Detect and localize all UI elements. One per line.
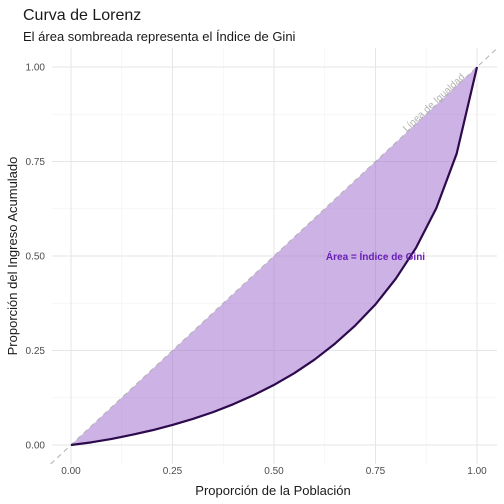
y-tick-label: 0.25 — [26, 346, 46, 357]
x-tick-label: 0.25 — [163, 466, 183, 477]
chart-title: Curva de Lorenz — [23, 7, 141, 24]
x-tick-label: 1.00 — [467, 466, 487, 477]
y-tick-label: 1.00 — [26, 63, 46, 74]
chart-subtitle: El área sombreada representa el Índice d… — [23, 29, 296, 44]
x-tick-label: 0.00 — [61, 466, 81, 477]
axis-ticks: 0.00 0.25 0.50 0.75 1.00 0.00 0.25 0.50 0.75 1.00 — [26, 63, 488, 478]
gini-annotation: Área = Índice de Gini — [326, 250, 425, 263]
x-tick-label: 0.75 — [366, 466, 386, 477]
x-axis-title: Proporción de la Población — [195, 483, 350, 498]
y-tick-label: 0.00 — [26, 441, 46, 452]
y-tick-label: 0.75 — [26, 157, 46, 168]
lorenz-curve — [70, 66, 479, 447]
equality-line — [50, 47, 498, 465]
y-axis-title: Proporción del Ingreso Acumulado — [5, 157, 20, 356]
x-tick-label: 0.50 — [264, 466, 284, 477]
y-tick-label: 0.50 — [26, 252, 46, 263]
grid — [52, 48, 497, 464]
